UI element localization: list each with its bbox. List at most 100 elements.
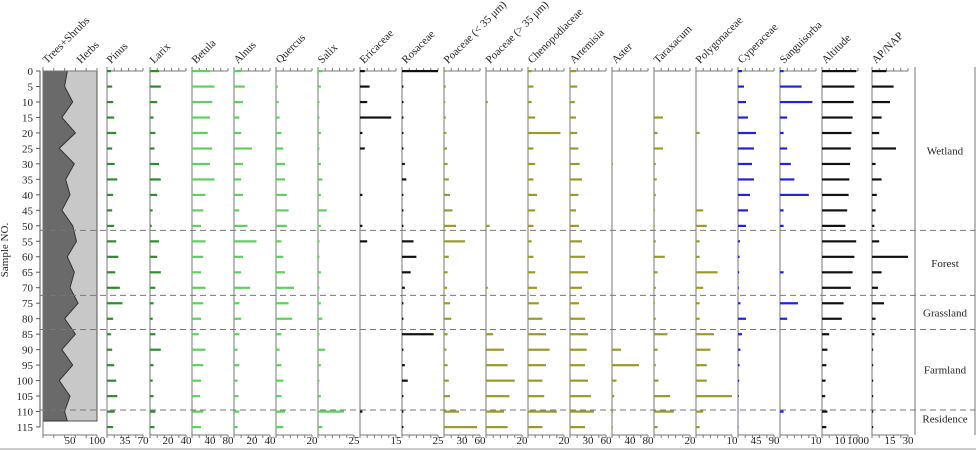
bar-pinus <box>107 364 115 367</box>
bar-ap-nap <box>872 131 880 135</box>
bar-salix <box>318 271 321 274</box>
bar-poaceae-35-m- <box>486 395 510 398</box>
y-tick-label: 115 <box>17 422 34 434</box>
bar-quercus <box>276 271 285 274</box>
bar-ap-nap <box>872 348 874 351</box>
y-tick-label: 70 <box>22 283 34 295</box>
x-tick-label: 40 <box>181 435 193 447</box>
bar-ericaceae <box>360 410 363 413</box>
bar-larix <box>150 224 152 227</box>
bar-quercus <box>276 131 282 135</box>
bar-artemisia <box>570 379 588 382</box>
bar-polygonaceae <box>696 131 700 135</box>
x-tick-label: 80 <box>223 435 235 447</box>
bar-altitude <box>822 333 830 336</box>
bar-altitude <box>822 395 826 398</box>
bar-sanguisorba <box>780 271 784 274</box>
bar-taraxacum <box>654 302 655 305</box>
bar-artemisia <box>570 131 578 135</box>
bar-poaceae-35-m- <box>444 426 477 429</box>
bar-polygonaceae <box>696 224 707 227</box>
bar-polygonaceae <box>696 364 707 367</box>
bar-artemisia <box>570 240 582 243</box>
bar-quercus <box>276 426 284 429</box>
bar-poaceae-35-m- <box>486 426 508 429</box>
bar-rosaceae <box>402 302 404 305</box>
bar-ap-nap <box>872 70 887 73</box>
x-tick-label: 20 <box>559 435 571 447</box>
bar-salix <box>318 162 321 166</box>
bar-sanguisorba <box>780 100 813 104</box>
bar-sanguisorba <box>780 70 784 73</box>
bar-rosaceae <box>402 224 404 227</box>
bar-artemisia <box>570 317 585 320</box>
bar-alnus <box>234 286 251 289</box>
y-tick-label: 100 <box>17 376 34 388</box>
bar-alnus <box>234 302 240 305</box>
bar-poaceae-35-m- <box>444 162 448 166</box>
x-tick-label: 10 <box>835 435 847 447</box>
bar-ap-nap <box>872 178 882 181</box>
bar-salix <box>318 224 321 227</box>
bar-alnus <box>234 70 242 73</box>
bar-alnus <box>234 131 242 135</box>
bar-ericaceae <box>360 240 368 243</box>
bar-pinus <box>107 302 123 305</box>
x-tick-label: 20 <box>247 435 259 447</box>
zone-label: Farmland <box>924 365 967 377</box>
bar-ap-nap <box>872 147 896 150</box>
bar-aster <box>612 379 617 382</box>
bar-pinus <box>107 131 117 135</box>
x-tick-label: 30 <box>583 435 595 447</box>
bar-cyperaceae <box>738 100 746 104</box>
bar-larix <box>150 85 161 88</box>
bar-salix <box>318 209 327 212</box>
bar-ap-nap <box>872 426 874 429</box>
y-tick-label: 85 <box>22 329 34 341</box>
bar-taraxacum <box>654 224 655 227</box>
bar-altitude <box>822 100 854 104</box>
bar-pinus <box>107 193 114 197</box>
bar-polygonaceae <box>696 395 732 398</box>
zone-label: Residence <box>922 413 967 425</box>
bar-taraxacum <box>654 131 658 135</box>
bar-quercus <box>276 410 285 413</box>
bar-chenopodiaceae <box>528 240 532 243</box>
bar-cyperaceae <box>738 302 741 305</box>
y-tick-label: 110 <box>17 407 34 419</box>
bar-taraxacum <box>654 426 658 429</box>
y-tick-label: 80 <box>22 314 34 326</box>
bar-artemisia <box>570 193 579 197</box>
x-tick-label: 20 <box>685 435 697 447</box>
bar-salix <box>318 193 321 197</box>
column-header: Herbs <box>75 39 102 66</box>
bar-altitude <box>822 348 828 351</box>
bar-altitude <box>822 302 844 305</box>
x-tick-label: 40 <box>265 435 277 447</box>
bar-betula <box>192 426 201 429</box>
bar-quercus <box>276 395 282 398</box>
bar-quercus <box>276 302 289 305</box>
bar-cyperaceae <box>738 85 744 88</box>
bar-alnus <box>234 178 242 181</box>
bar-alnus <box>234 147 252 150</box>
bar-betula <box>192 147 213 150</box>
x-tick-label: 40 <box>205 435 217 447</box>
bar-poaceae-35-m- <box>444 209 453 212</box>
bar-artemisia <box>570 162 580 166</box>
bar-cyperaceae <box>738 116 748 119</box>
bar-poaceae-35-m- <box>486 100 488 104</box>
bar-larix <box>150 240 159 243</box>
x-tick-label: 15 <box>391 435 403 447</box>
x-tick-label: 15 <box>885 435 897 447</box>
bar-chenopodiaceae <box>528 100 532 104</box>
x-tick-label: 45 <box>751 435 763 447</box>
bar-polygonaceae <box>696 302 700 305</box>
bar-salix <box>318 317 323 320</box>
bar-salix <box>318 426 323 429</box>
bar-quercus <box>276 100 279 104</box>
bar-quercus <box>276 317 293 320</box>
bar-pinus <box>107 162 115 166</box>
bar-chenopodiaceae <box>528 85 534 88</box>
